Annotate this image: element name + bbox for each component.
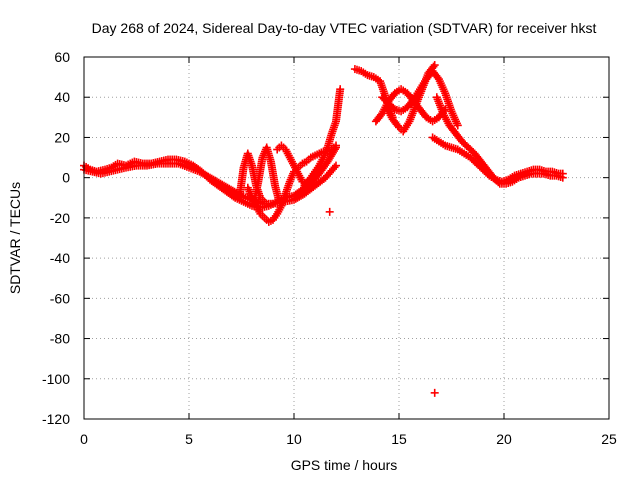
data-point (332, 161, 340, 170)
data-points (80, 61, 567, 397)
x-tick-label: 15 (391, 431, 407, 447)
data-point (430, 388, 439, 397)
y-tick-label: -80 (50, 331, 70, 347)
x-tick-label: 10 (286, 431, 302, 447)
y-tick-label: 60 (54, 49, 70, 65)
y-tick-label: -100 (42, 371, 70, 387)
x-axis-label: GPS time / hours (291, 457, 398, 473)
data-point (260, 197, 269, 206)
x-tick-label: 20 (496, 431, 512, 447)
y-tick-label: 40 (54, 89, 70, 105)
data-point (429, 62, 438, 71)
data-point (336, 85, 345, 94)
x-tick-label: 25 (601, 431, 617, 447)
x-tick-label: 0 (80, 431, 88, 447)
y-tick-label: -60 (50, 290, 70, 306)
y-axis-label: SDTVAR / TECUs (7, 182, 23, 294)
x-tick-label: 5 (185, 431, 193, 447)
data-point (430, 61, 439, 70)
y-tick-label: 0 (62, 170, 70, 186)
chart-title: Day 268 of 2024, Sidereal Day-to-day VTE… (92, 20, 597, 36)
y-tick-label: -40 (50, 250, 70, 266)
y-tick-label: -120 (42, 411, 70, 427)
data-point (325, 207, 334, 216)
data-point (332, 141, 340, 150)
grid (84, 57, 609, 419)
plot-frame (83, 56, 610, 420)
axis-ticks (83, 56, 610, 420)
data-point (275, 197, 284, 206)
data-point (558, 169, 567, 178)
data-point (330, 163, 339, 172)
y-tick-label: -20 (50, 210, 70, 226)
tick-labels: 0 5 10 15 20 25 60 40 20 0 -20 -40 -60 -80 -100 -120 (42, 49, 617, 447)
data-point (453, 121, 462, 130)
y-tick-label: 20 (54, 129, 70, 145)
